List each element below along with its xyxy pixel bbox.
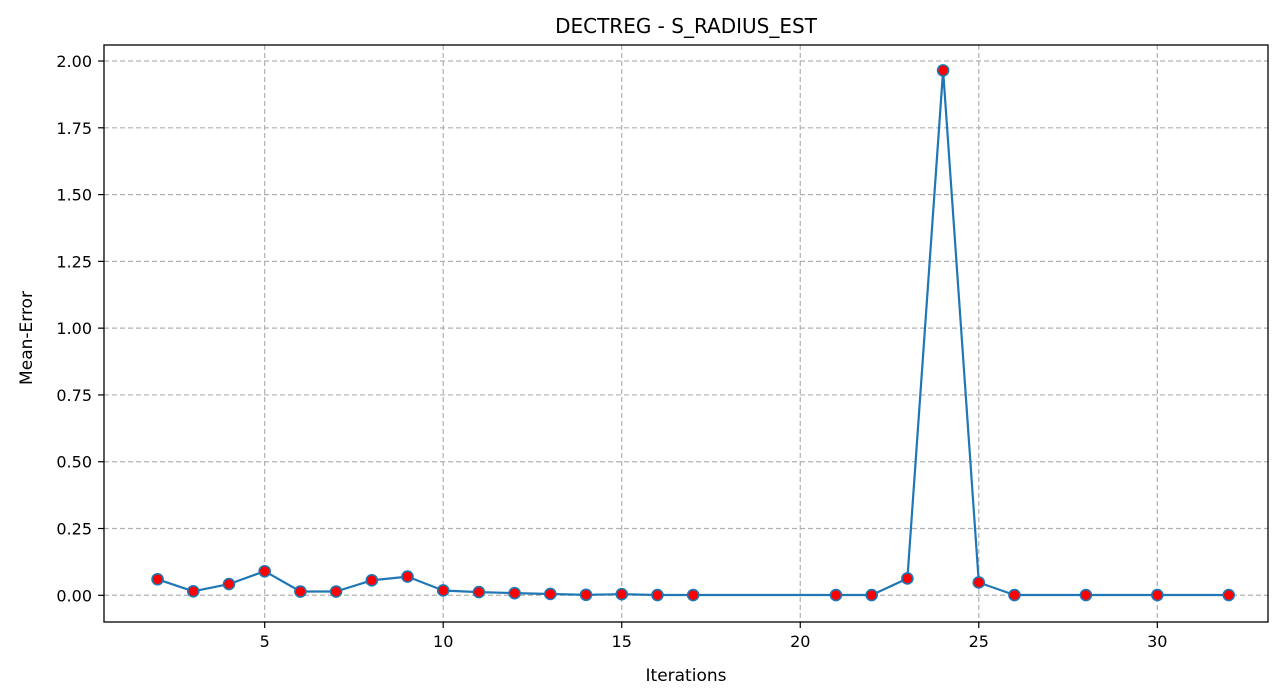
data-point bbox=[1008, 588, 1021, 602]
data-point bbox=[294, 585, 307, 598]
y-tick-label: 0.25 bbox=[56, 520, 92, 539]
data-point bbox=[829, 588, 843, 602]
data-point bbox=[365, 574, 379, 587]
data-point bbox=[1222, 588, 1236, 602]
x-tick-label: 15 bbox=[612, 632, 632, 651]
x-tick-label: 30 bbox=[1147, 632, 1167, 651]
data-point bbox=[258, 564, 271, 578]
series-line bbox=[157, 69, 1229, 597]
y-tick-label: 2.00 bbox=[56, 52, 92, 71]
y-axis-label: Mean-Error bbox=[17, 291, 37, 385]
y-tick-label: 0.75 bbox=[56, 386, 92, 405]
data-point bbox=[472, 585, 486, 599]
x-tick-label: 25 bbox=[969, 632, 989, 651]
data-point bbox=[401, 570, 414, 583]
data-point bbox=[544, 587, 557, 601]
data-point bbox=[1151, 588, 1164, 602]
data-point bbox=[222, 577, 236, 591]
data-point bbox=[615, 587, 629, 601]
y-tick-label: 0.00 bbox=[56, 586, 92, 605]
data-point bbox=[901, 572, 914, 585]
y-tick-label: 1.00 bbox=[56, 319, 92, 338]
data-point bbox=[1079, 588, 1093, 602]
tick-layer: 5 10 15 20 25 30 0.00 0.25 0.50 0.75 1.00 1.25 1.50 1… bbox=[56, 52, 1167, 651]
x-tick-label: 10 bbox=[433, 632, 453, 651]
y-tick-label: 1.25 bbox=[56, 252, 92, 271]
data-point bbox=[651, 588, 664, 602]
data-point bbox=[151, 572, 164, 586]
data-point bbox=[865, 588, 878, 602]
x-tick-label: 5 bbox=[260, 632, 270, 651]
data-point bbox=[686, 588, 700, 602]
grid-layer bbox=[104, 45, 1268, 622]
data-point bbox=[508, 586, 521, 600]
y-tick-label: 1.50 bbox=[56, 186, 92, 205]
plot-frame bbox=[103, 44, 1269, 623]
data-point bbox=[186, 584, 200, 598]
data-point bbox=[579, 588, 593, 602]
x-tick-label: 20 bbox=[790, 632, 810, 651]
data-point bbox=[329, 585, 343, 598]
chart-title: DECTREG - S_RADIUS_EST bbox=[555, 14, 818, 38]
data-point bbox=[972, 576, 986, 589]
x-axis-label: Iterations bbox=[646, 666, 727, 686]
data-point bbox=[436, 584, 450, 597]
y-tick-label: 0.50 bbox=[56, 453, 92, 472]
series-layer bbox=[151, 64, 1236, 602]
data-point bbox=[936, 64, 950, 77]
y-tick-label: 1.75 bbox=[56, 119, 92, 138]
